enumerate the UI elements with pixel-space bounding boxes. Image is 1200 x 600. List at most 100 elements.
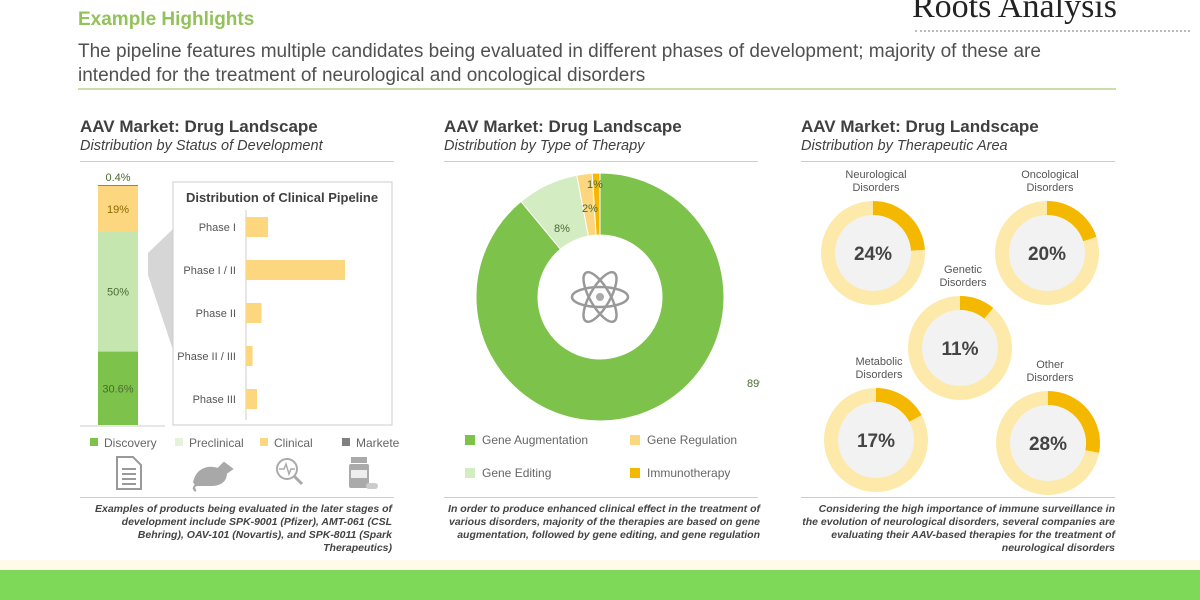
phase-bar — [246, 217, 268, 237]
stacked-segment-clinical — [98, 185, 138, 232]
legend-swatch — [175, 438, 183, 446]
legend-swatch — [260, 438, 268, 446]
ring-title-line1: Genetic — [944, 264, 982, 276]
phase-bar — [246, 346, 253, 366]
panel1-divider — [80, 161, 394, 162]
ring-center — [1010, 405, 1086, 481]
legend-label: Marketed — [356, 436, 400, 450]
highlights-title: Example Highlights — [78, 9, 255, 30]
ring-fill — [960, 296, 994, 319]
ring-value: 20% — [1028, 244, 1066, 265]
ring-fill — [873, 201, 925, 251]
panel3-subtitle: Distribution by Therapeutic Area — [801, 138, 1008, 154]
header-divider — [78, 88, 1116, 90]
atom-icon — [570, 270, 630, 324]
ring-title-line2: Disorders — [939, 277, 987, 289]
legend-swatch — [630, 468, 640, 478]
rat-icon — [192, 461, 234, 492]
segment-label: 19% — [107, 204, 129, 216]
panel3-note: Considering the high importance of immun… — [802, 503, 1115, 554]
ring-value: 24% — [854, 244, 892, 265]
ring-value: 28% — [1029, 434, 1067, 455]
panel3-title: AAV Market: Drug Landscape — [801, 117, 1039, 136]
legend-label: Immunotherapy — [647, 466, 730, 480]
legend-label: Gene Regulation — [647, 433, 737, 447]
phase-label: Phase II / III — [177, 351, 236, 363]
orbit — [570, 285, 630, 309]
stacked-segment-marketed — [98, 185, 138, 186]
ring-title-line2: Disorders — [1026, 372, 1074, 384]
panel2-title: AAV Market: Drug Landscape — [444, 117, 682, 136]
phase-bar — [246, 303, 262, 323]
handle — [292, 474, 304, 486]
ring-title-line1: Neurological — [845, 169, 906, 181]
cap — [351, 457, 367, 463]
zoom-connector — [148, 229, 173, 350]
legend-swatch — [90, 438, 98, 446]
ring-value: 11% — [942, 339, 979, 360]
ring-title-line2: Disorders — [1026, 182, 1074, 194]
footer-separator — [0, 560, 1200, 570]
footer-bar — [0, 570, 1200, 600]
therapy-donut-chart: 89% 8% 2% 1% Gene Augmentation Gene Regulatio… — [465, 172, 760, 480]
ring-center — [1009, 215, 1085, 291]
ring-center — [922, 310, 998, 386]
legend-swatch — [342, 438, 350, 446]
panel2-subtitle: Distribution by Type of Therapy — [444, 138, 645, 154]
legend-swatch — [630, 435, 640, 445]
legend-label: Clinical — [274, 436, 313, 450]
status-chart: 30.6% 50% 19% 0.4% Distribution of Clinical … — [80, 172, 400, 492]
ring-title-line1: Oncological — [1021, 169, 1078, 181]
pulse — [279, 461, 295, 477]
ring-title-line1: Metabolic — [855, 356, 903, 368]
panel1-note: Examples of products being evaluated in … — [95, 503, 392, 554]
panel3-divider — [801, 161, 1115, 162]
slice-label: 89% — [747, 378, 760, 390]
segment-label: 30.6% — [102, 383, 133, 395]
stacked-segment-discovery — [98, 351, 138, 425]
lens — [276, 458, 298, 480]
ring-title-line1: Other — [1036, 359, 1064, 371]
pipeline-title: Distribution of Clinical Pipeline — [186, 190, 378, 205]
magnifier-pulse-icon — [276, 458, 304, 486]
legend-swatch — [465, 435, 475, 445]
phase-bar — [246, 260, 345, 280]
panel1-subtitle: Distribution by Status of Development — [80, 138, 323, 154]
panel2-divider — [444, 161, 758, 162]
pill — [366, 483, 378, 489]
highlights-subtitle: The pipeline features multiple candidate… — [78, 41, 1041, 86]
label — [351, 470, 367, 478]
segment-label: 0.4% — [105, 172, 130, 184]
ring-value: 17% — [857, 431, 895, 452]
slice-label: 8% — [554, 223, 570, 235]
panel2-note: In order to produce enhanced clinical ef… — [448, 503, 760, 541]
ring-title-line2: Disorders — [852, 182, 900, 194]
legend-label: Gene Editing — [482, 466, 551, 480]
donut-slice-gene-augmentation — [475, 172, 725, 422]
phase-bar — [246, 389, 257, 409]
roots-analysis-logo: Roots Analysis — [912, 0, 1117, 25]
orbit — [582, 270, 618, 324]
slice-label: 2% — [582, 203, 598, 215]
panel3-bottom-divider — [801, 497, 1115, 498]
orbit — [582, 270, 618, 324]
rat-shape — [192, 461, 234, 492]
ring-title-line2: Disorders — [855, 369, 903, 381]
legend-label: Preclinical — [189, 436, 244, 450]
donut-slice-immunotherapy — [591, 172, 601, 236]
pipeline-box — [172, 181, 393, 426]
legend-swatch — [465, 468, 475, 478]
panel2-bottom-divider — [444, 497, 758, 498]
phase-label: Phase I / II — [183, 265, 236, 277]
segment-label: 50% — [107, 287, 129, 299]
panel1-title: AAV Market: Drug Landscape — [80, 117, 318, 136]
nucleus — [596, 293, 604, 301]
panel1-bottom-divider — [80, 497, 394, 498]
therapeutic-area-chart: 24%NeurologicalDisorders20%OncologicalDi… — [821, 169, 1100, 495]
legend-label: Discovery — [104, 436, 157, 450]
document-icon — [116, 456, 142, 490]
